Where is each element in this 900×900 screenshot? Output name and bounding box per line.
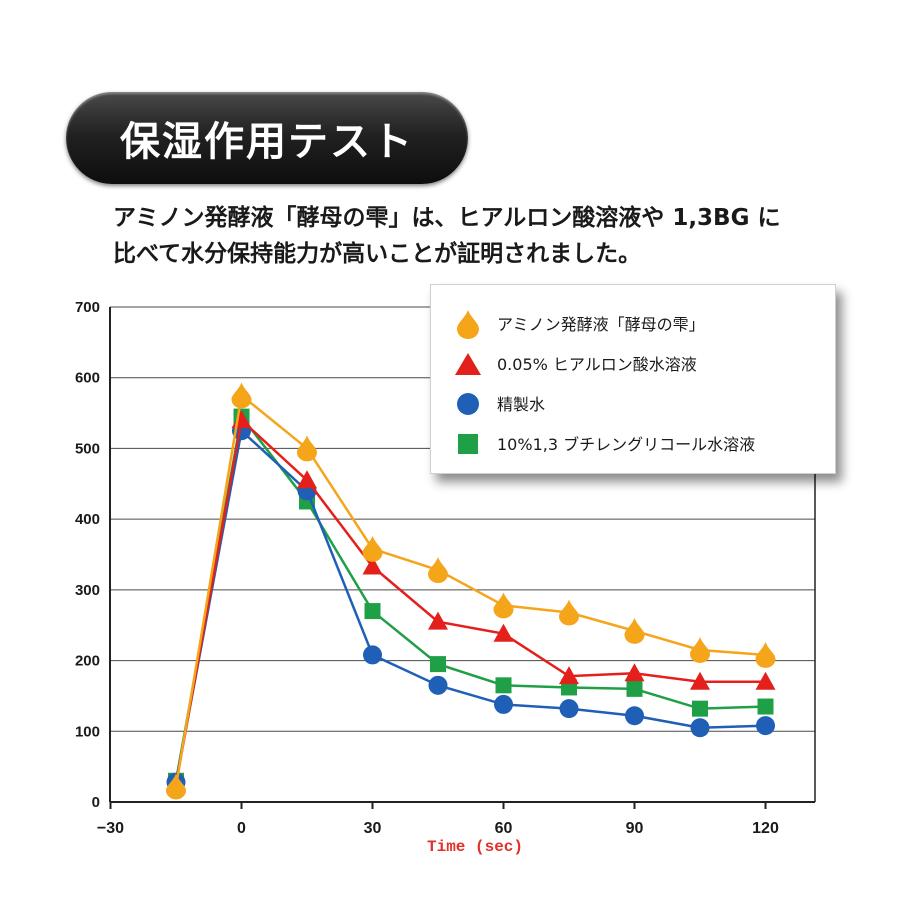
triangle-point-3: [362, 556, 383, 575]
y-tick-0: 0: [92, 794, 100, 811]
y-tick-300: 300: [75, 582, 100, 599]
y-tick-500: 500: [75, 440, 100, 457]
legend-label-hyaluronic: 0.05% ヒアルロン酸水溶液: [497, 355, 697, 374]
triangle-point-5: [493, 623, 514, 642]
circle-point-6: [559, 699, 579, 719]
square-point-4: [430, 656, 446, 673]
triangle-point-2: [297, 470, 317, 489]
drop-point-7: [624, 617, 645, 644]
description-line-2: 比べて水分保持能力が高いことが証明されました。: [113, 241, 642, 267]
series-triangle: [166, 410, 776, 793]
y-tick-100: 100: [75, 723, 100, 740]
square-point-5: [495, 677, 512, 694]
circle-point-4: [428, 675, 448, 695]
series-group: [166, 382, 776, 800]
square-point-8: [692, 700, 708, 717]
drop-point-1: [231, 382, 252, 409]
circle-series-line: [174, 428, 766, 783]
x-tick-3: 60: [495, 820, 513, 837]
series-drop: [166, 382, 776, 800]
y-tick-400: 400: [75, 511, 100, 528]
description-line-1: アミノン発酵液「酵母の雫」は、ヒアルロン酸溶液や 1,3BG に: [113, 205, 781, 231]
triangle-series-line: [174, 417, 766, 785]
page-title: 保湿作用テスト: [120, 119, 414, 165]
drop-marker-icon: [457, 310, 479, 339]
triangle-point-4: [428, 611, 448, 630]
square-point-9: [757, 698, 774, 715]
drop-series-line: [174, 393, 766, 787]
series-circle: [166, 421, 775, 792]
drop-point-0: [166, 773, 186, 800]
drop-point-8: [690, 636, 710, 663]
triangle-point-6: [559, 666, 579, 685]
triangle-marker-icon: [455, 353, 481, 375]
square-marker-icon: [458, 434, 478, 454]
legend: アミノン発酵液「酵母の雫」 0.05% ヒアルロン酸水溶液 精製水 10%1,3…: [430, 284, 836, 474]
x-tick-4: 90: [626, 820, 644, 837]
circle-point-3: [363, 645, 382, 665]
legend-label-yeast: アミノン発酵液「酵母の雫」: [497, 315, 705, 334]
drop-point-5: [493, 592, 514, 619]
circle-point-8: [690, 718, 710, 738]
triangle-point-8: [690, 671, 710, 690]
drop-point-4: [428, 557, 448, 584]
description: アミノン発酵液「酵母の雫」は、ヒアルロン酸溶液や 1,3BG に 比べて水分保持…: [113, 200, 873, 272]
y-tick-200: 200: [75, 653, 100, 670]
circle-point-5: [494, 694, 513, 714]
title-banner: 保湿作用テスト: [66, 92, 468, 184]
square-series-line: [174, 413, 766, 782]
x-tick-0: −30: [97, 820, 124, 837]
x-tick-1: 0: [237, 820, 246, 837]
square-point-7: [626, 680, 643, 697]
drop-point-2: [297, 435, 317, 462]
x-tick-labels: −30 0 30 60 90 120: [97, 820, 779, 837]
circle-marker-icon: [457, 393, 479, 415]
drop-point-3: [362, 535, 383, 562]
x-tick-2: 30: [364, 820, 382, 837]
y-tick-labels: 0 100 200 300 400 500 600 700: [75, 299, 100, 811]
x-tick-5: 120: [752, 820, 779, 837]
triangle-point-7: [624, 663, 645, 682]
y-tick-600: 600: [75, 370, 100, 387]
circle-point-7: [625, 706, 644, 726]
y-tick-700: 700: [75, 299, 100, 316]
square-point-3: [364, 603, 381, 620]
drop-point-6: [559, 599, 579, 626]
legend-label-water: 精製水: [497, 395, 546, 414]
triangle-point-9: [755, 671, 776, 690]
circle-point-9: [756, 716, 775, 736]
legend-label-bg: 10%1,3 ブチレングリコール水溶液: [497, 435, 756, 454]
drop-point-9: [755, 641, 776, 668]
x-axis-label: Time (sec): [427, 838, 523, 856]
